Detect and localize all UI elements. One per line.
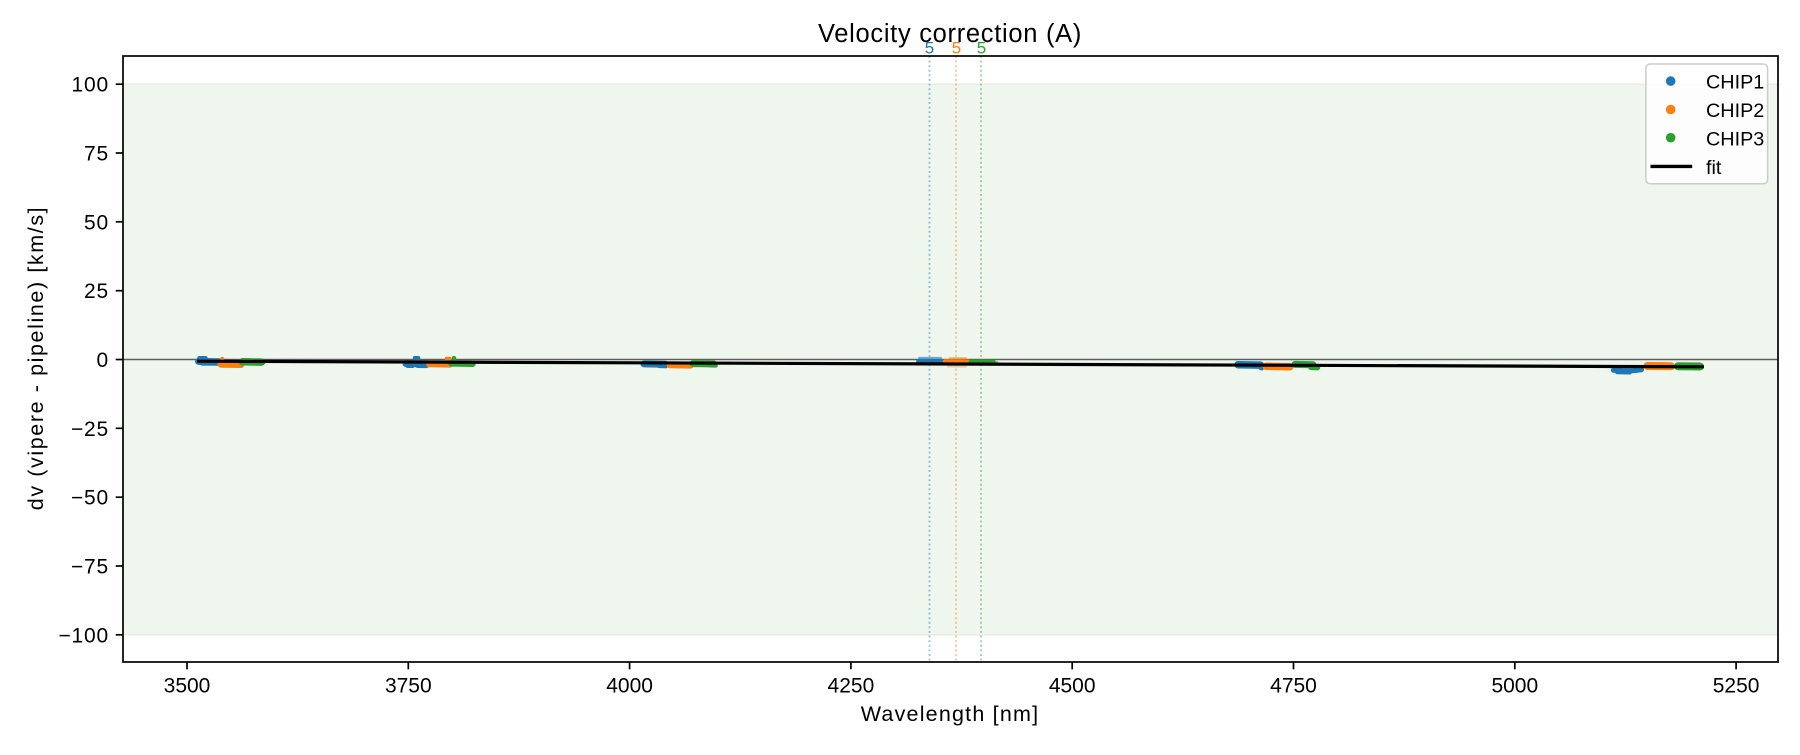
svg-text:5: 5 [952,39,961,58]
svg-text:50: 50 [84,211,109,234]
svg-text:4750: 4750 [1270,675,1317,698]
svg-text:−50: −50 [71,487,109,510]
svg-text:CHIP2: CHIP2 [1706,100,1764,122]
svg-text:dv (vipere - pipeline) [km/s]: dv (vipere - pipeline) [km/s] [24,206,48,510]
svg-text:−75: −75 [71,556,109,579]
svg-text:4250: 4250 [828,675,875,698]
svg-text:−25: −25 [71,418,109,441]
svg-text:5250: 5250 [1713,675,1760,698]
svg-text:4500: 4500 [1049,675,1096,698]
svg-text:3500: 3500 [164,675,211,698]
svg-text:5000: 5000 [1491,675,1538,698]
svg-text:4000: 4000 [606,675,653,698]
svg-text:100: 100 [72,74,109,97]
svg-text:fit: fit [1706,157,1722,179]
svg-text:25: 25 [84,280,109,303]
svg-text:−100: −100 [58,624,109,647]
svg-text:CHIP3: CHIP3 [1706,128,1764,150]
svg-text:0: 0 [97,349,109,372]
svg-text:5: 5 [925,39,934,58]
svg-text:3750: 3750 [385,675,432,698]
svg-text:Velocity correction (A): Velocity correction (A) [818,20,1082,48]
svg-text:Wavelength [nm]: Wavelength [nm] [861,702,1040,726]
svg-text:5: 5 [977,39,986,58]
svg-text:75: 75 [84,143,109,166]
svg-text:CHIP1: CHIP1 [1706,72,1764,94]
